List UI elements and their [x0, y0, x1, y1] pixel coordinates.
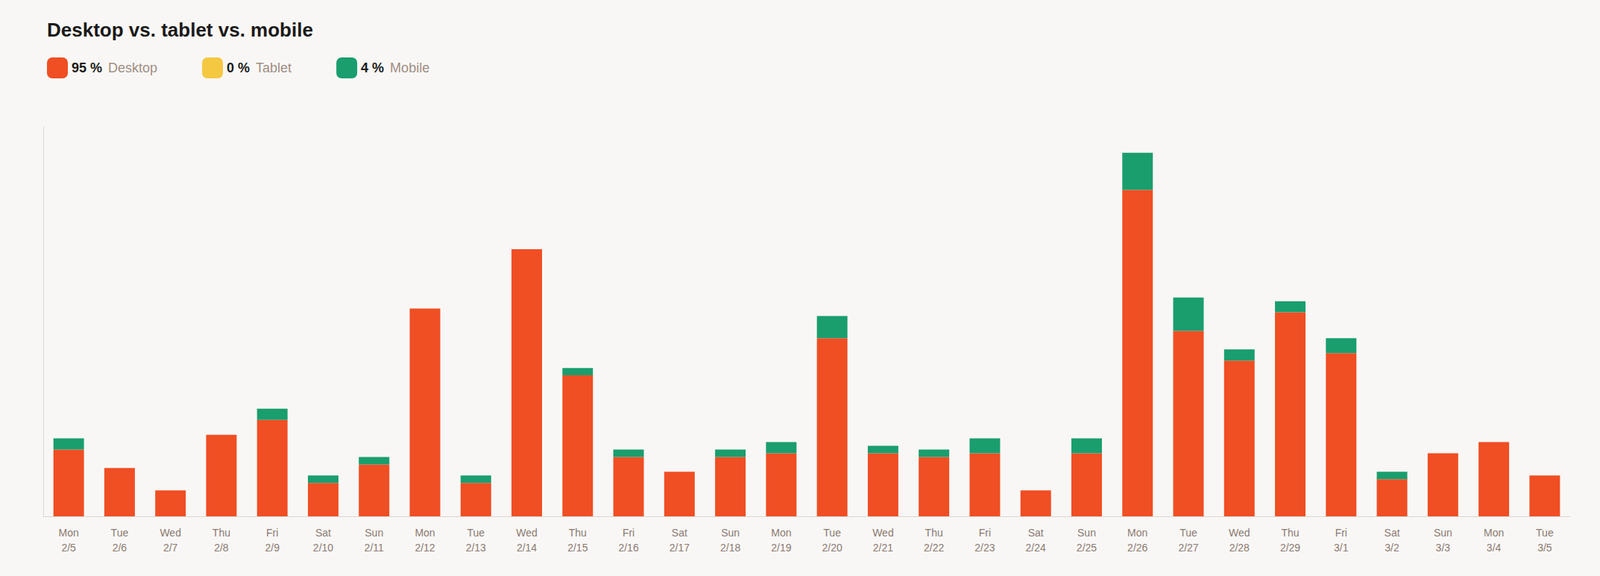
svg-text:Desktop vs. tablet vs. mobile: Desktop vs. tablet vs. mobile: [46, 18, 314, 42]
svg-text:95 %: 95 %: [71, 60, 103, 76]
svg-text:Sat: Sat: [1028, 526, 1044, 539]
svg-text:3/1: 3/1: [1333, 541, 1349, 554]
svg-text:Wed: Wed: [515, 526, 538, 539]
svg-text:Mon: Mon: [1483, 526, 1504, 539]
svg-text:Thu: Thu: [1280, 526, 1299, 539]
svg-text:2/6: 2/6: [112, 541, 128, 554]
svg-text:Mon: Mon: [770, 526, 792, 539]
svg-text:Tue: Tue: [1535, 526, 1554, 539]
svg-text:Tue: Tue: [466, 526, 485, 539]
svg-text:2/5: 2/5: [61, 541, 77, 554]
svg-text:2/14: 2/14: [516, 541, 537, 554]
svg-text:Wed: Wed: [159, 526, 182, 539]
svg-text:2/16: 2/16: [618, 541, 639, 554]
svg-text:Wed: Wed: [1228, 526, 1251, 539]
svg-text:Mon: Mon: [58, 526, 80, 539]
svg-text:Fri: Fri: [622, 526, 635, 539]
svg-text:2/26: 2/26: [1127, 541, 1148, 554]
svg-text:3/2: 3/2: [1384, 541, 1400, 554]
svg-text:2/17: 2/17: [669, 541, 690, 554]
svg-text:Tablet: Tablet: [255, 60, 292, 76]
svg-text:2/25: 2/25: [1076, 541, 1097, 554]
svg-text:Tue: Tue: [1179, 526, 1198, 539]
svg-text:0 %: 0 %: [226, 60, 250, 76]
svg-text:2/28: 2/28: [1229, 541, 1250, 554]
svg-text:2/10: 2/10: [313, 541, 334, 554]
svg-text:2/22: 2/22: [923, 541, 944, 554]
svg-text:2/21: 2/21: [873, 541, 894, 554]
svg-text:Sat: Sat: [671, 526, 688, 539]
svg-text:2/7: 2/7: [163, 541, 179, 554]
svg-text:Sun: Sun: [364, 526, 384, 539]
svg-text:2/27: 2/27: [1178, 541, 1199, 554]
svg-text:Thu: Thu: [925, 526, 944, 539]
svg-text:2/29: 2/29: [1280, 541, 1301, 554]
svg-text:2/12: 2/12: [414, 541, 435, 554]
svg-text:3/5: 3/5: [1537, 541, 1553, 554]
svg-text:Fri: Fri: [978, 526, 991, 539]
svg-text:2/18: 2/18: [720, 541, 741, 554]
svg-text:Mobile: Mobile: [389, 60, 430, 76]
svg-text:2/8: 2/8: [213, 541, 229, 554]
svg-text:Sat: Sat: [1384, 526, 1401, 539]
svg-text:3/3: 3/3: [1435, 541, 1451, 554]
svg-text:2/13: 2/13: [465, 541, 487, 554]
svg-text:2/24: 2/24: [1025, 541, 1047, 554]
svg-text:Thu: Thu: [212, 526, 231, 539]
svg-text:Tue: Tue: [111, 526, 129, 539]
svg-text:Sun: Sun: [720, 526, 740, 539]
svg-text:Fri: Fri: [266, 526, 279, 539]
svg-text:2/11: 2/11: [364, 541, 384, 554]
svg-text:2/19: 2/19: [770, 541, 792, 554]
svg-text:Sun: Sun: [1077, 526, 1096, 539]
svg-text:2/23: 2/23: [974, 541, 995, 554]
svg-text:4 %: 4 %: [360, 60, 384, 76]
svg-text:Sat: Sat: [315, 526, 332, 539]
svg-text:2/15: 2/15: [567, 541, 588, 554]
svg-text:Fri: Fri: [1335, 526, 1348, 539]
svg-text:3/4: 3/4: [1486, 541, 1502, 554]
svg-text:2/20: 2/20: [822, 541, 843, 554]
svg-text:Wed: Wed: [872, 526, 894, 539]
svg-text:Desktop: Desktop: [108, 60, 158, 76]
svg-text:Tue: Tue: [823, 526, 842, 539]
svg-text:Sun: Sun: [1433, 526, 1453, 539]
svg-text:Mon: Mon: [1127, 526, 1148, 539]
svg-text:Thu: Thu: [568, 526, 587, 539]
svg-text:Mon: Mon: [414, 526, 435, 539]
svg-text:2/9: 2/9: [264, 541, 280, 554]
